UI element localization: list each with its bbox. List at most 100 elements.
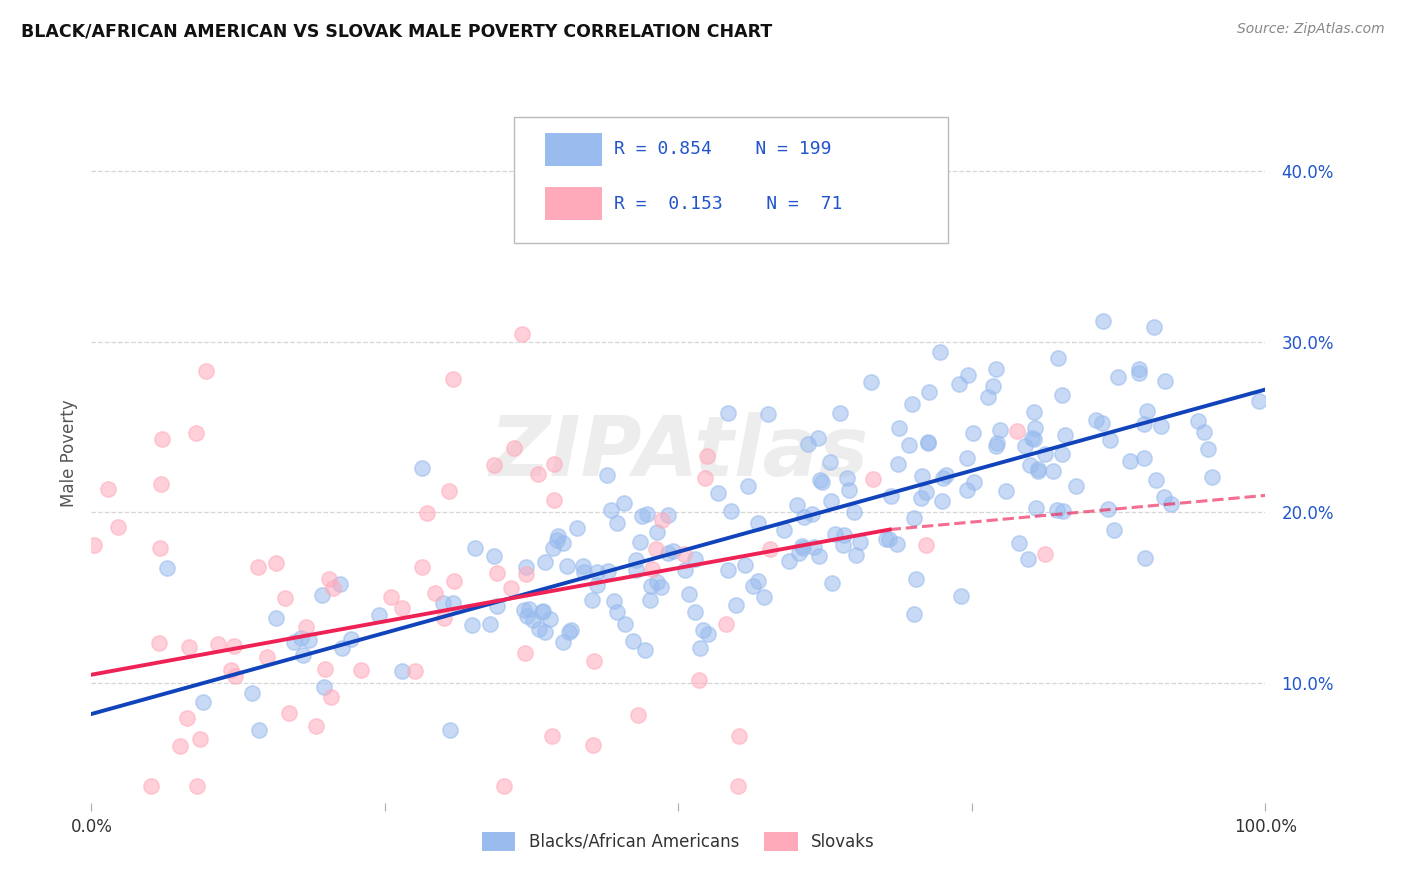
Point [613,496,636,510]
Point [380,590,402,604]
Point [416,506,439,520]
Point [914,538,936,552]
Point [614,617,637,632]
Point [603,594,626,608]
Point [572,559,595,574]
Text: BLACK/AFRICAN AMERICAN VS SLOVAK MALE POVERTY CORRELATION CHART: BLACK/AFRICAN AMERICAN VS SLOVAK MALE PO… [21,22,772,40]
Point [831,538,853,552]
Point [139,779,162,793]
Point [689,640,711,655]
Point [595,468,617,483]
Point [657,508,679,522]
Point [107,520,129,534]
Point [787,546,810,560]
Point [818,455,841,469]
Point [312,680,335,694]
Point [1026,462,1049,476]
Point [240,686,263,700]
Point [737,478,759,492]
Point [986,439,1008,453]
Point [800,507,823,521]
Text: Source: ZipAtlas.com: Source: ZipAtlas.com [1237,22,1385,37]
Point [531,605,554,619]
Point [808,473,831,487]
Point [672,547,695,561]
Point [638,592,661,607]
Y-axis label: Male Poverty: Male Poverty [59,399,77,507]
Point [650,580,672,594]
Point [662,544,685,558]
Point [188,731,211,746]
Point [1144,473,1167,487]
Point [538,612,561,626]
Point [626,553,648,567]
Point [606,605,628,619]
Point [460,618,482,632]
Point [1021,431,1043,445]
Point [994,483,1017,498]
Point [717,406,740,420]
Point [678,587,700,601]
Point [1153,374,1175,388]
Point [1025,501,1047,516]
Point [627,707,650,722]
Point [981,379,1004,393]
Point [1047,351,1070,366]
Point [492,779,515,793]
Point [219,663,242,677]
Point [391,601,413,615]
Point [516,608,538,623]
Point [1197,442,1219,456]
Point [842,505,865,519]
Point [1091,416,1114,430]
Point [177,640,200,654]
Point [274,591,297,606]
Point [1024,421,1046,435]
Point [330,641,353,656]
Point [651,513,673,527]
Point [778,553,800,567]
Point [169,739,191,753]
Point [533,625,555,640]
Point [290,632,312,646]
Point [834,528,856,542]
Point [1033,547,1056,561]
Point [1150,419,1173,434]
Point [283,635,305,649]
Text: R = 0.854    N = 199: R = 0.854 N = 199 [614,141,831,159]
Point [572,565,595,579]
Point [247,723,270,738]
Point [1022,432,1045,446]
Point [931,494,953,508]
Point [510,327,533,342]
Point [898,438,921,452]
Point [443,574,465,588]
Point [256,649,278,664]
Point [931,471,953,485]
Point [541,541,564,555]
Point [956,483,979,498]
Point [264,611,287,625]
Point [741,579,763,593]
Point [929,345,952,359]
Point [1135,551,1157,566]
Point [695,470,717,484]
Point [956,451,979,466]
Point [914,484,936,499]
Point [636,507,658,521]
Point [821,576,844,591]
Point [901,397,924,411]
Point [1136,403,1159,417]
Point [628,535,651,549]
Point [717,563,740,577]
Point [752,591,775,605]
Point [905,572,928,586]
Point [1201,470,1223,484]
Point [517,602,540,616]
Point [645,542,668,557]
Point [581,593,603,607]
Point [534,555,557,569]
Point [522,613,544,627]
Point [264,556,287,570]
Point [350,663,373,677]
